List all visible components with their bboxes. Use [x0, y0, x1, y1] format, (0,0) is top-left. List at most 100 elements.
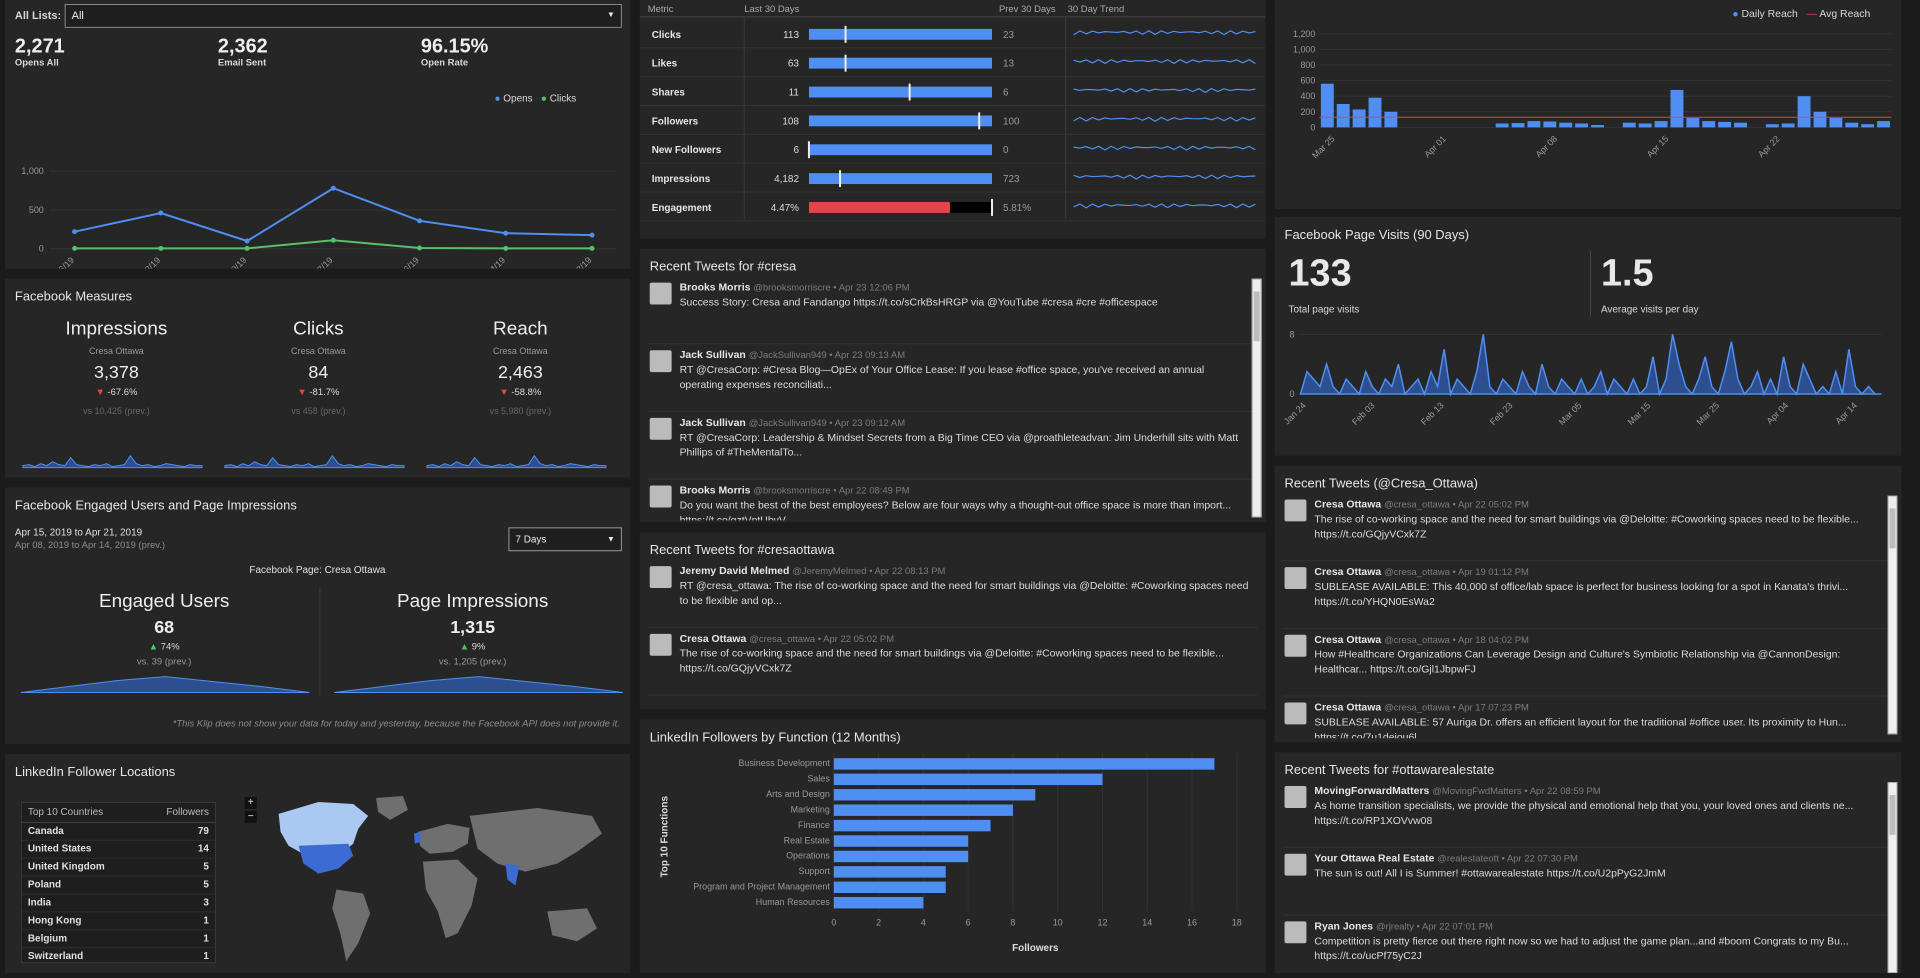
all-lists-select[interactable]: All ▼ — [64, 3, 622, 28]
metric-prev: 0 — [1003, 145, 1009, 156]
tweet-author[interactable]: Ryan Jones — [1314, 920, 1374, 933]
x-tick-label: Apr 15 — [1645, 134, 1671, 160]
tweet-item[interactable]: Ryan Jones @rjrealty • Apr 22 07:01 PM Co… — [1283, 915, 1888, 973]
linkedin-locations-panel: LinkedIn Follower Locations Top 10 Count… — [4, 754, 630, 974]
x-tick-label: 8 — [1010, 917, 1015, 927]
period-select[interactable]: 7 Days ▼ — [508, 527, 622, 552]
category-label: Sales — [807, 774, 830, 784]
tweet-author[interactable]: Cresa Ottawa — [1314, 498, 1382, 511]
tweet-item[interactable]: Brooks Morris @brooksmorriscre • Apr 23 … — [647, 277, 1252, 345]
world-map[interactable] — [259, 794, 617, 973]
data-point — [589, 232, 595, 238]
legend-dot-icon: ● — [1732, 7, 1739, 20]
countries-table: Top 10 Countries Followers Canada 79 Unite… — [20, 801, 216, 967]
engaged-title: Engaged Users — [99, 591, 230, 612]
tweet-author[interactable]: Your Ottawa Real Estate — [1314, 852, 1435, 865]
bar-fill — [808, 173, 993, 185]
col-header: Metric — [648, 4, 674, 15]
tweet-author[interactable]: Cresa Ottawa — [679, 632, 747, 645]
tweet-meta: @cresa_ottawa • Apr 18 04:02 PM — [1384, 634, 1529, 646]
bar-marker — [839, 170, 842, 188]
metrics-table: Metric Last 30 Days Prev 30 Days 30 Day Tre… — [639, 4, 1266, 222]
x-tick-label: 10 — [1053, 917, 1063, 927]
tweet-header: MovingForwardMatters @MovingFwdMatters •… — [1314, 784, 1883, 799]
y-tick-label: 0 — [1310, 122, 1315, 132]
scrollbar[interactable] — [1887, 782, 1898, 974]
measure-column: Clicks Cresa Ottawa 84 ▼ -81.7% vs 458 (prev… — [254, 318, 383, 416]
x-tick-label: Apr 22 — [1756, 134, 1782, 160]
tweet-item[interactable]: Cresa Ottawa @cresa_ottawa • Apr 18 04:0… — [1282, 629, 1888, 697]
metric-prev: 6 — [1003, 88, 1009, 99]
reach-bar — [1575, 123, 1589, 128]
tweet-author[interactable]: Cresa Ottawa — [1314, 633, 1382, 646]
tweet-item[interactable]: MovingForwardMatters @MovingFwdMatters •… — [1282, 780, 1888, 848]
country-name: Switzerland — [27, 951, 84, 963]
country-name: Belgium — [27, 933, 68, 945]
tweet-meta: @cresa_ottawa • Apr 22 05:02 PM — [749, 633, 895, 645]
tweet-author[interactable]: Jack Sullivan — [679, 416, 746, 429]
divider — [1590, 250, 1592, 317]
data-point — [330, 237, 336, 243]
avatar — [1284, 634, 1307, 657]
metric-prev: 23 — [1003, 30, 1015, 41]
legend-avg-reach: Avg Reach — [1819, 7, 1871, 20]
tweet-item[interactable]: Brooks Morris @brooksmorriscre • Apr 22 … — [648, 480, 1252, 520]
measure-prev: vs 10,425 (prev.) — [83, 405, 150, 416]
engaged-title: Page Impressions — [396, 591, 549, 612]
avg-visits-label: Average visits per day — [1600, 304, 1699, 316]
tweet-author[interactable]: Jeremy David Melmed — [679, 565, 790, 578]
function-bar — [833, 835, 969, 847]
map-zoom-out[interactable]: − — [244, 810, 257, 823]
tweet-item[interactable]: Your Ottawa Real Estate @realestateott •… — [1282, 848, 1888, 916]
col-header: 30 Day Trend — [1068, 4, 1125, 15]
reach-bar — [1622, 122, 1636, 128]
x-tick-label: 2 — [876, 917, 881, 927]
tweet-author[interactable]: Cresa Ottawa — [1314, 566, 1382, 579]
map-greenland — [376, 796, 408, 820]
linkedin-function-panel: LinkedIn Followers by Function (12 Month… — [639, 719, 1266, 974]
engaged-value: 1,315 — [450, 616, 496, 637]
tweet-item[interactable]: Jack Sullivan @JackSullivan949 • Apr 23 … — [647, 412, 1252, 480]
tweet-author[interactable]: Jack Sullivan — [679, 349, 746, 362]
daily-reach-chart: 0 200 400 600 800 1,000 1,200 Mar 25 Apr 01 Apr 0… — [1293, 29, 1892, 160]
bar-marker — [978, 112, 981, 130]
tweet-text: How #Healthcare Organizations Can Levera… — [1314, 648, 1841, 676]
metric-value: 4,182 — [774, 174, 799, 185]
tweet-item[interactable]: Cresa Ottawa @cresa_ottawa • Apr 22 05:0… — [647, 628, 1258, 696]
metric-value: 63 — [788, 59, 800, 70]
scrollbar[interactable] — [1887, 495, 1898, 735]
tweet-author[interactable]: Brooks Morris — [679, 281, 751, 294]
tweet-header: Cresa Ottawa @cresa_ottawa • Apr 18 04:0… — [1314, 633, 1883, 648]
data-point — [72, 229, 78, 235]
x-tick-label: Apr 04 — [1764, 400, 1790, 426]
map-zoom-in[interactable]: + — [244, 796, 257, 809]
metric-value: 6 — [793, 145, 799, 156]
measure-delta-row: ▼ -58.8% — [456, 387, 585, 398]
tweet-item[interactable]: Jack Sullivan @JackSullivan949 • Apr 23 … — [647, 344, 1252, 412]
map-europe — [417, 823, 470, 854]
kpi-label: Email Sent — [217, 57, 267, 69]
ottawa-tweets-panel: Recent Tweets for #ottawarealestate Movi… — [1274, 752, 1902, 974]
x-tick-label: 3/14/19 — [479, 255, 507, 269]
tweet-author[interactable]: Brooks Morris — [679, 484, 751, 497]
tweet-item[interactable]: Cresa Ottawa @cresa_ottawa • Apr 17 07:2… — [1283, 697, 1888, 738]
opens-clicks-chart: 0 500 1,000 2/6/19 2/13/19 2/20/19 2/27/19 3/6/… — [21, 166, 617, 269]
metric-name: Impressions — [652, 174, 711, 185]
measure-subtitle: Cresa Ottawa — [493, 346, 548, 357]
panel-title: Facebook Engaged Users and Page Impressi… — [14, 497, 297, 513]
tweet-item[interactable]: Cresa Ottawa @cresa_ottawa • Apr 22 05:0… — [1282, 494, 1888, 562]
tweet-author[interactable]: MovingForwardMatters — [1314, 785, 1430, 797]
scrollbar[interactable] — [1251, 278, 1262, 518]
country-row: United States 14 — [21, 841, 215, 859]
tweet-item[interactable]: Jeremy David Melmed @JeremyMelmed • Apr … — [647, 560, 1258, 628]
reach-bar — [1527, 121, 1541, 128]
avatar — [1284, 567, 1307, 590]
function-bar — [833, 866, 946, 878]
fb-measures-panel: Facebook Measures Impressions Cresa Ottaw… — [4, 278, 630, 478]
category-label: Program and Project Management — [693, 882, 830, 892]
y-tick-label: 400 — [1300, 91, 1315, 101]
map-uk — [413, 831, 421, 844]
tweet-item[interactable]: Cresa Ottawa @cresa_ottawa • Apr 19 01:1… — [1282, 561, 1888, 629]
tweet-author[interactable]: Cresa Ottawa — [1314, 701, 1382, 714]
page-visits-chart: 0 8 Jan 24 Feb 03 Feb 13 Feb 23 Mar 05 Mar 15 Ma… — [1282, 329, 1882, 427]
